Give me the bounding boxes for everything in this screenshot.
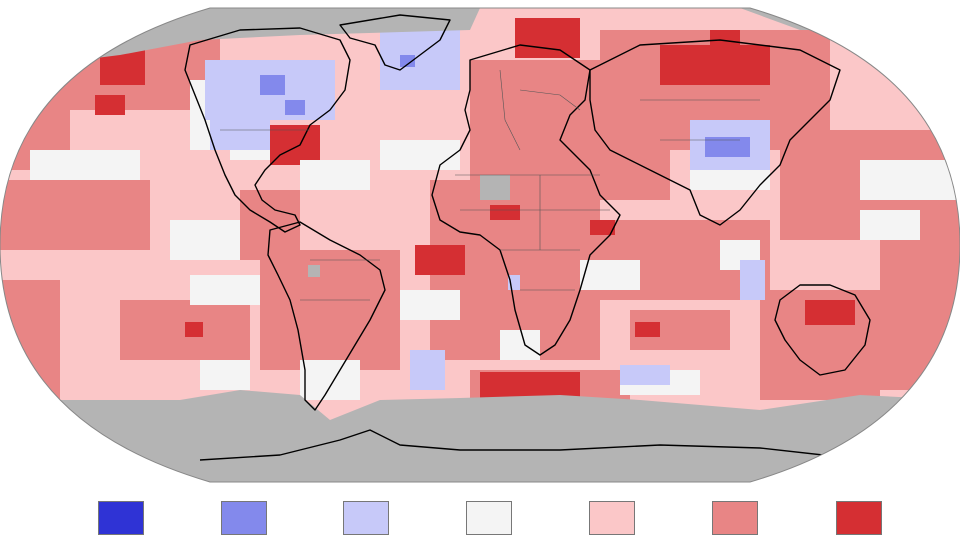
legend-swatch-much-cooler — [221, 501, 267, 535]
legend-swatch-near-average — [466, 501, 512, 535]
record-warm-regions — [95, 18, 855, 400]
legend-swatch-warmer — [589, 501, 635, 535]
greenland-coast — [339, 14, 451, 71]
europe-africa-coast — [431, 44, 621, 356]
north-america-coast — [184, 27, 351, 233]
globe-outline — [0, 7, 960, 483]
map-svg — [0, 7, 960, 483]
asia-coast — [589, 39, 841, 226]
no-data-regions — [0, 8, 960, 482]
legend-swatch-record-warmest — [836, 501, 882, 535]
coastlines — [184, 14, 901, 463]
country-borders — [220, 69, 760, 301]
south-america-coast — [267, 221, 386, 411]
legend-swatch-much-warmer — [712, 501, 758, 535]
australia-coast — [774, 284, 871, 376]
antarctica-coast — [199, 429, 901, 463]
cooler-regions — [205, 30, 770, 390]
world-temperature-map — [0, 7, 960, 483]
much-cooler-regions — [260, 55, 750, 157]
legend-swatch-record-coldest — [98, 501, 144, 535]
much-warmer-regions — [0, 30, 960, 410]
legend-swatch-cooler — [343, 501, 389, 535]
legend — [0, 497, 960, 540]
